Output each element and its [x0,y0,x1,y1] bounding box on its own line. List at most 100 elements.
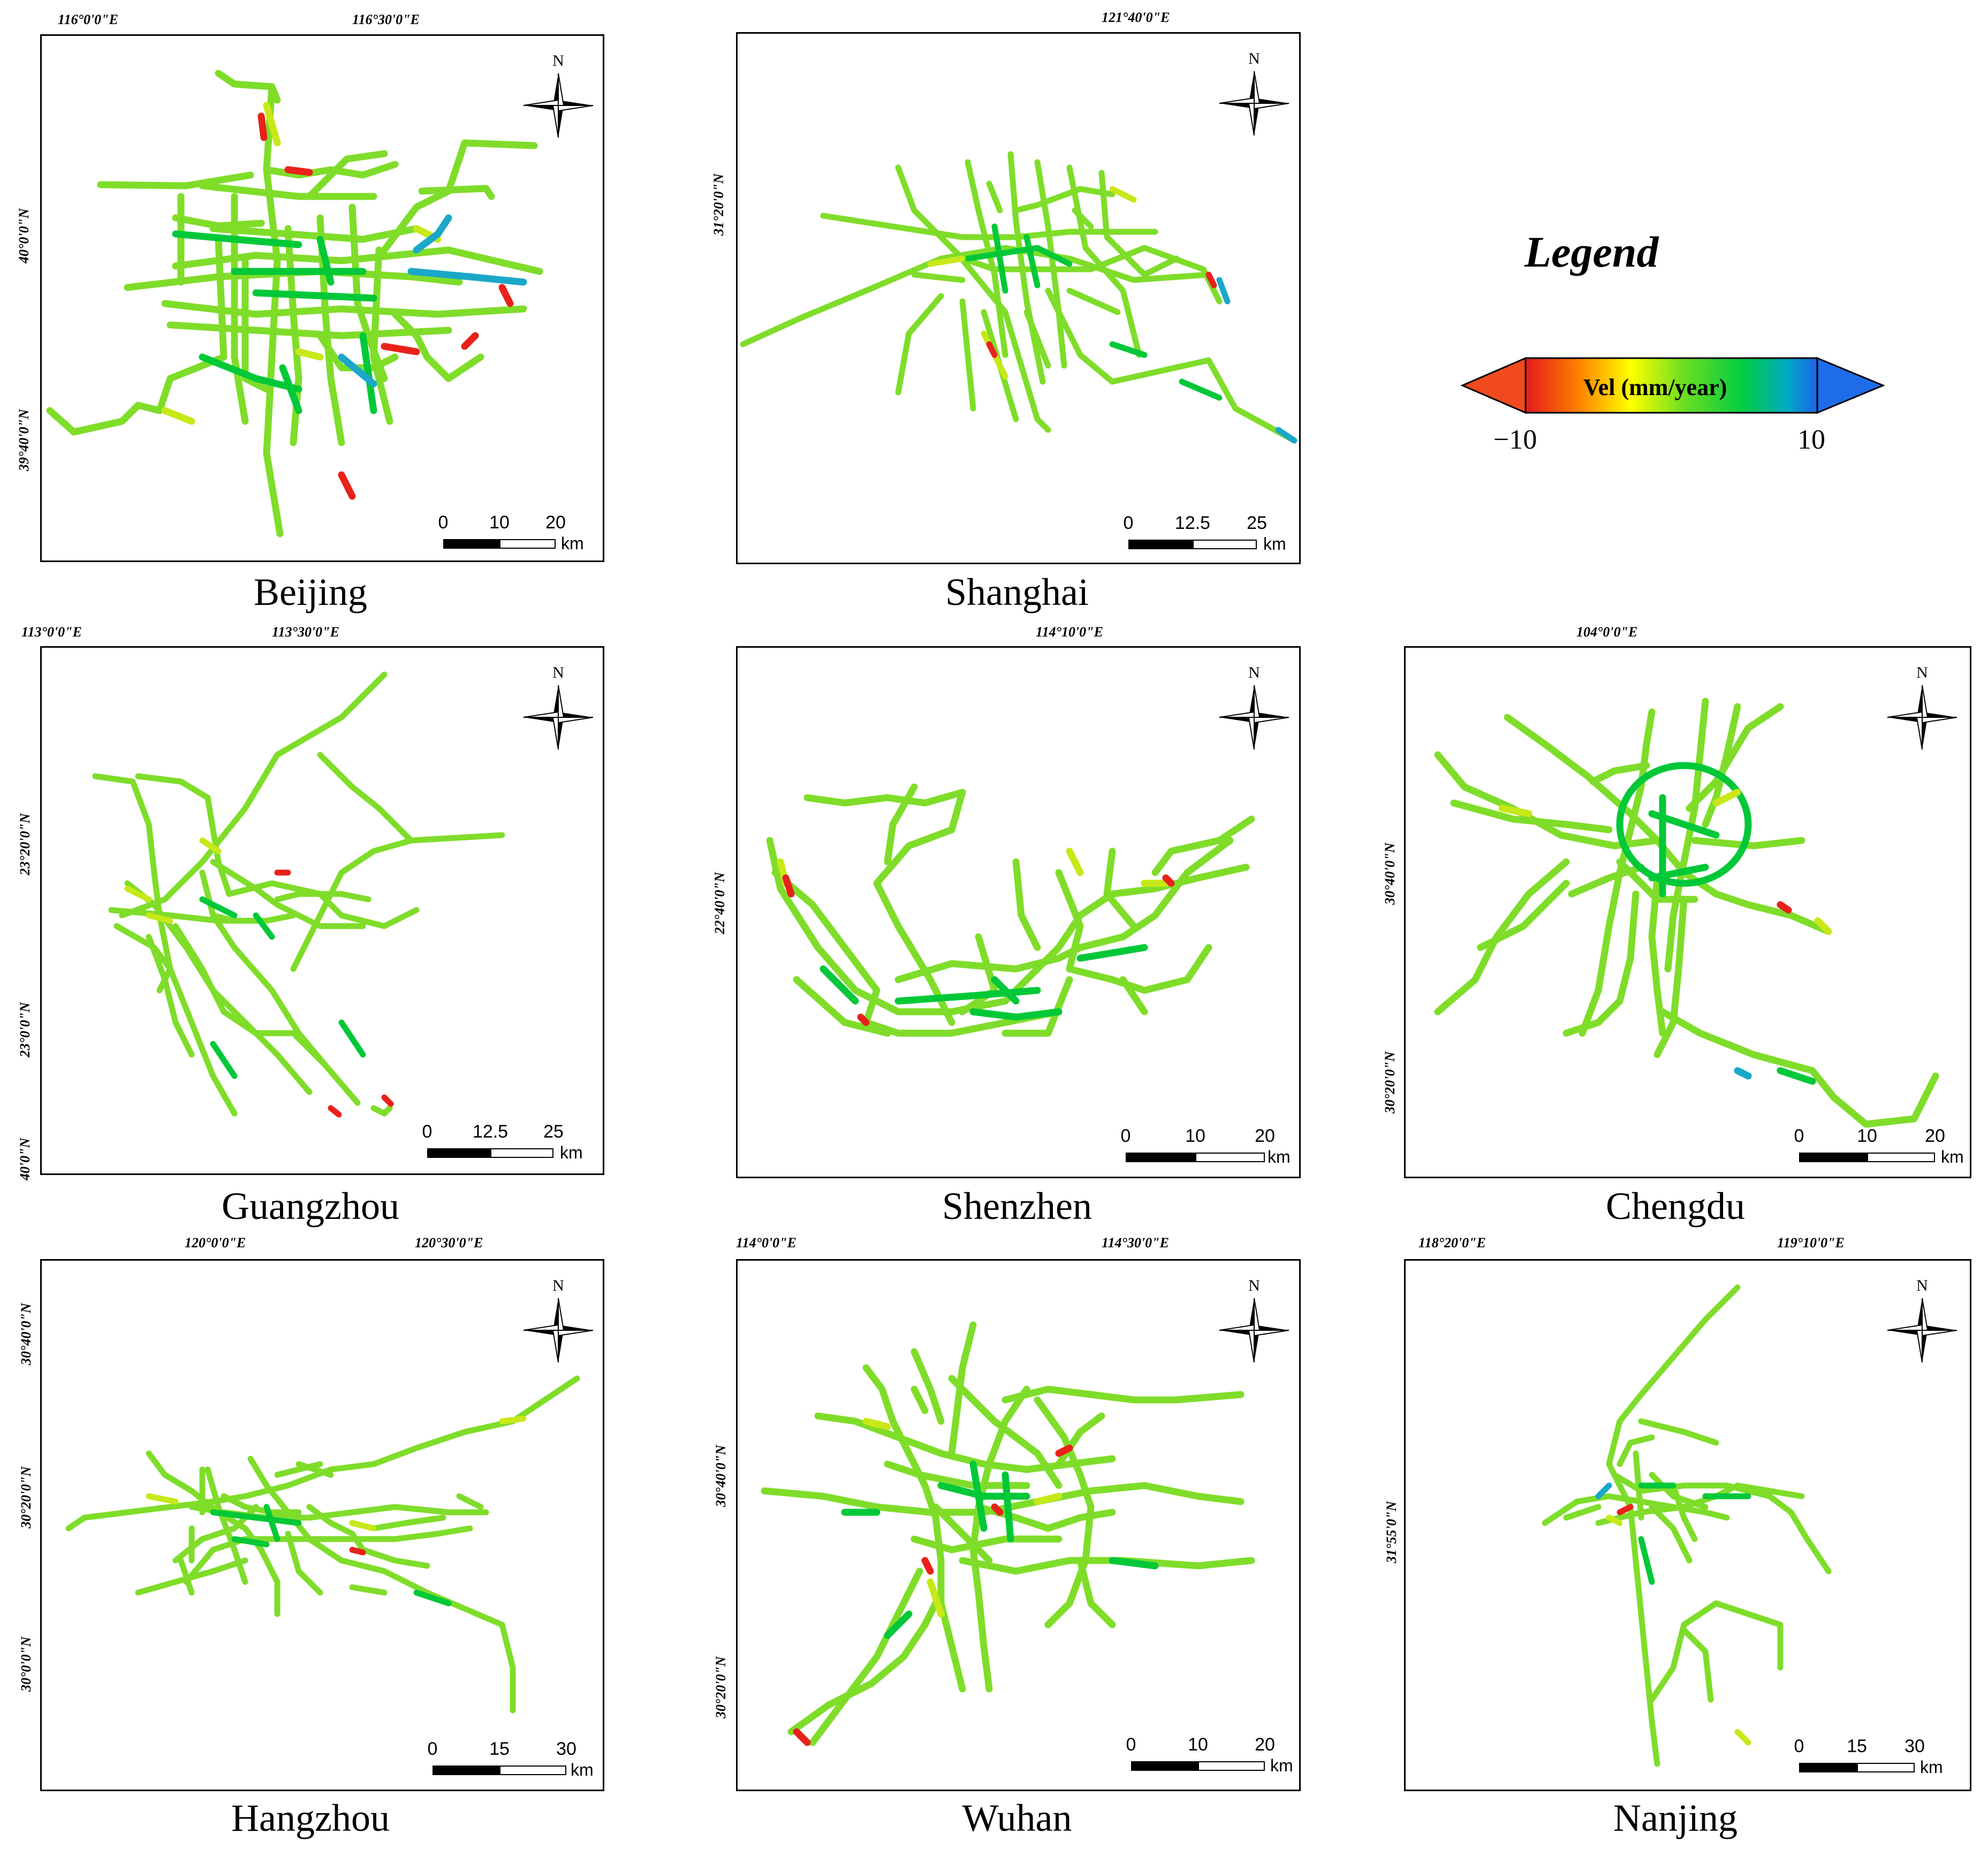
scale-bar-black [1131,1761,1198,1771]
scale-tick: 30 [1904,1736,1925,1756]
city-label-wuhan: Wuhan [962,1797,1072,1839]
metro-network-wuhan [761,1321,1255,1746]
longitude-label: 113°0'0"E [21,624,82,640]
compass-icon [1887,685,1957,750]
scale-tick: 12.5 [1174,513,1211,533]
longitude-label: 114°30'0"E [1102,1235,1169,1251]
compass-icon [523,73,594,138]
latitude-label: 30°40'0"N [1382,843,1398,905]
scale-tick: 0 [422,1122,432,1142]
scale-bar-black [432,1766,499,1775]
map-panel-shanghai: N 0 12.5 25 km [736,32,1301,564]
scale-tick: 0 [438,512,449,533]
scale-bar-white [490,1148,553,1158]
scale-tick: 20 [545,512,566,533]
scale-tick: 0 [427,1739,438,1759]
north-arrow: N [518,52,598,143]
latitude-label: 39°40'0"N [16,409,32,471]
compass-icon [1219,685,1289,750]
north-arrow: N [1214,50,1294,141]
legend-title: Legend [1524,228,1659,276]
scale-bar-black [1126,1153,1195,1162]
longitude-label: 119°10'0"E [1777,1235,1845,1251]
scale-unit: km [1268,1147,1291,1166]
scale-bar-black [443,539,499,549]
scale-tick: 0 [1123,513,1134,533]
map-panel-shenzhen: N 0 10 20 km [736,646,1301,1178]
scale-tick: 10 [1857,1126,1877,1146]
scale-bar: 0 15 30 km [427,1739,594,1782]
north-arrow-label: N [552,52,564,70]
metro-network-guangzhou [92,671,505,1118]
metro-network-shenzhen [766,783,1255,1037]
latitude-label: 31°20'0"N [711,173,726,236]
scale-tick: 12.5 [472,1122,509,1142]
metro-network-hangzhou [65,1375,580,1714]
scale-bar-black [1799,1153,1867,1162]
compass-icon [1887,1298,1957,1363]
longitude-label: 120°0'0"E [185,1235,246,1251]
scale-unit: km [1263,534,1286,554]
city-label-shenzhen: Shenzhen [942,1185,1092,1227]
longitude-label: 114°0'0"E [736,1235,796,1251]
scale-unit: km [561,534,584,553]
city-label-guangzhou: Guangzhou [222,1185,399,1227]
compass-icon [523,1298,594,1363]
city-label-beijing: Beijing [254,571,367,613]
legend-bar-label: Vel (mm/year) [1583,374,1727,400]
latitude-label: 40°0'0"N [16,208,32,263]
scale-tick: 30 [556,1739,576,1759]
scale-bar: 0 10 20 [1120,1126,1276,1169]
scale-bar-black [427,1148,490,1158]
north-arrow-label: N [552,664,564,681]
map-panel-hangzhou: N 0 15 30 km [40,1259,604,1791]
scale-bar: 0 15 30 km [1794,1736,1949,1779]
latitude-label: 30°40'0"N [713,1445,729,1507]
scale-tick: 20 [1255,1126,1275,1146]
scale-tick: 10 [1188,1734,1208,1755]
longitude-label: 116°30'0"E [352,12,420,27]
scale-bar-white [1198,1761,1265,1771]
scale-bar-white [1195,1153,1265,1162]
metro-network-chengdu [1434,698,1939,1128]
north-arrow-label: N [1248,664,1260,681]
velocity-colorbar [1460,357,1885,414]
map-panel-wuhan: N 0 10 20 km [736,1259,1301,1791]
scale-bar: 0 12.5 25 km [422,1122,583,1164]
latitude-label: 30°40'0"N [18,1303,34,1365]
north-arrow: N [518,1277,598,1368]
north-arrow: N [1882,664,1962,755]
north-arrow-label: N [1916,1277,1928,1294]
legend-max-label: 10 [1797,425,1825,455]
scale-bar-black [1128,540,1193,549]
latitude-label: 30°20'0"N [1382,1051,1398,1113]
longitude-label: 104°0'0"E [1576,624,1638,640]
scale-tick: 25 [1247,513,1267,533]
scale-unit: km [1270,1756,1293,1775]
scale-tick: 20 [1925,1126,1945,1146]
metro-network-nanjing [1542,1284,1832,1767]
city-label-shanghai: Shanghai [945,571,1089,613]
scale-tick: 0 [1120,1126,1131,1146]
metro-network-shanghai [740,151,1297,444]
scale-tick: 15 [489,1739,510,1759]
legend-min-label: −10 [1493,425,1537,455]
scale-bar-white [499,1766,566,1775]
longitude-label: 116°0'0"E [58,12,118,27]
north-arrow: N [1214,1277,1294,1368]
north-arrow-label: N [1916,664,1928,681]
latitude-label: 30°20'0"N [713,1656,729,1718]
scale-tick: 10 [1185,1126,1205,1146]
longitude-label: 114°10'0"E [1036,624,1103,640]
scale-bar-white [1867,1153,1935,1162]
scale-bar-white [499,539,556,549]
scale-unit: km [560,1143,583,1162]
scale-tick: 25 [543,1122,564,1142]
scale-bar: 0 10 20 [1126,1734,1281,1777]
longitude-label: 120°30'0"E [415,1235,483,1251]
metro-network-beijing [46,70,543,537]
north-arrow-label: N [1248,50,1260,67]
north-arrow: N [518,664,598,755]
north-arrow: N [1214,664,1294,755]
compass-icon [1219,71,1289,136]
